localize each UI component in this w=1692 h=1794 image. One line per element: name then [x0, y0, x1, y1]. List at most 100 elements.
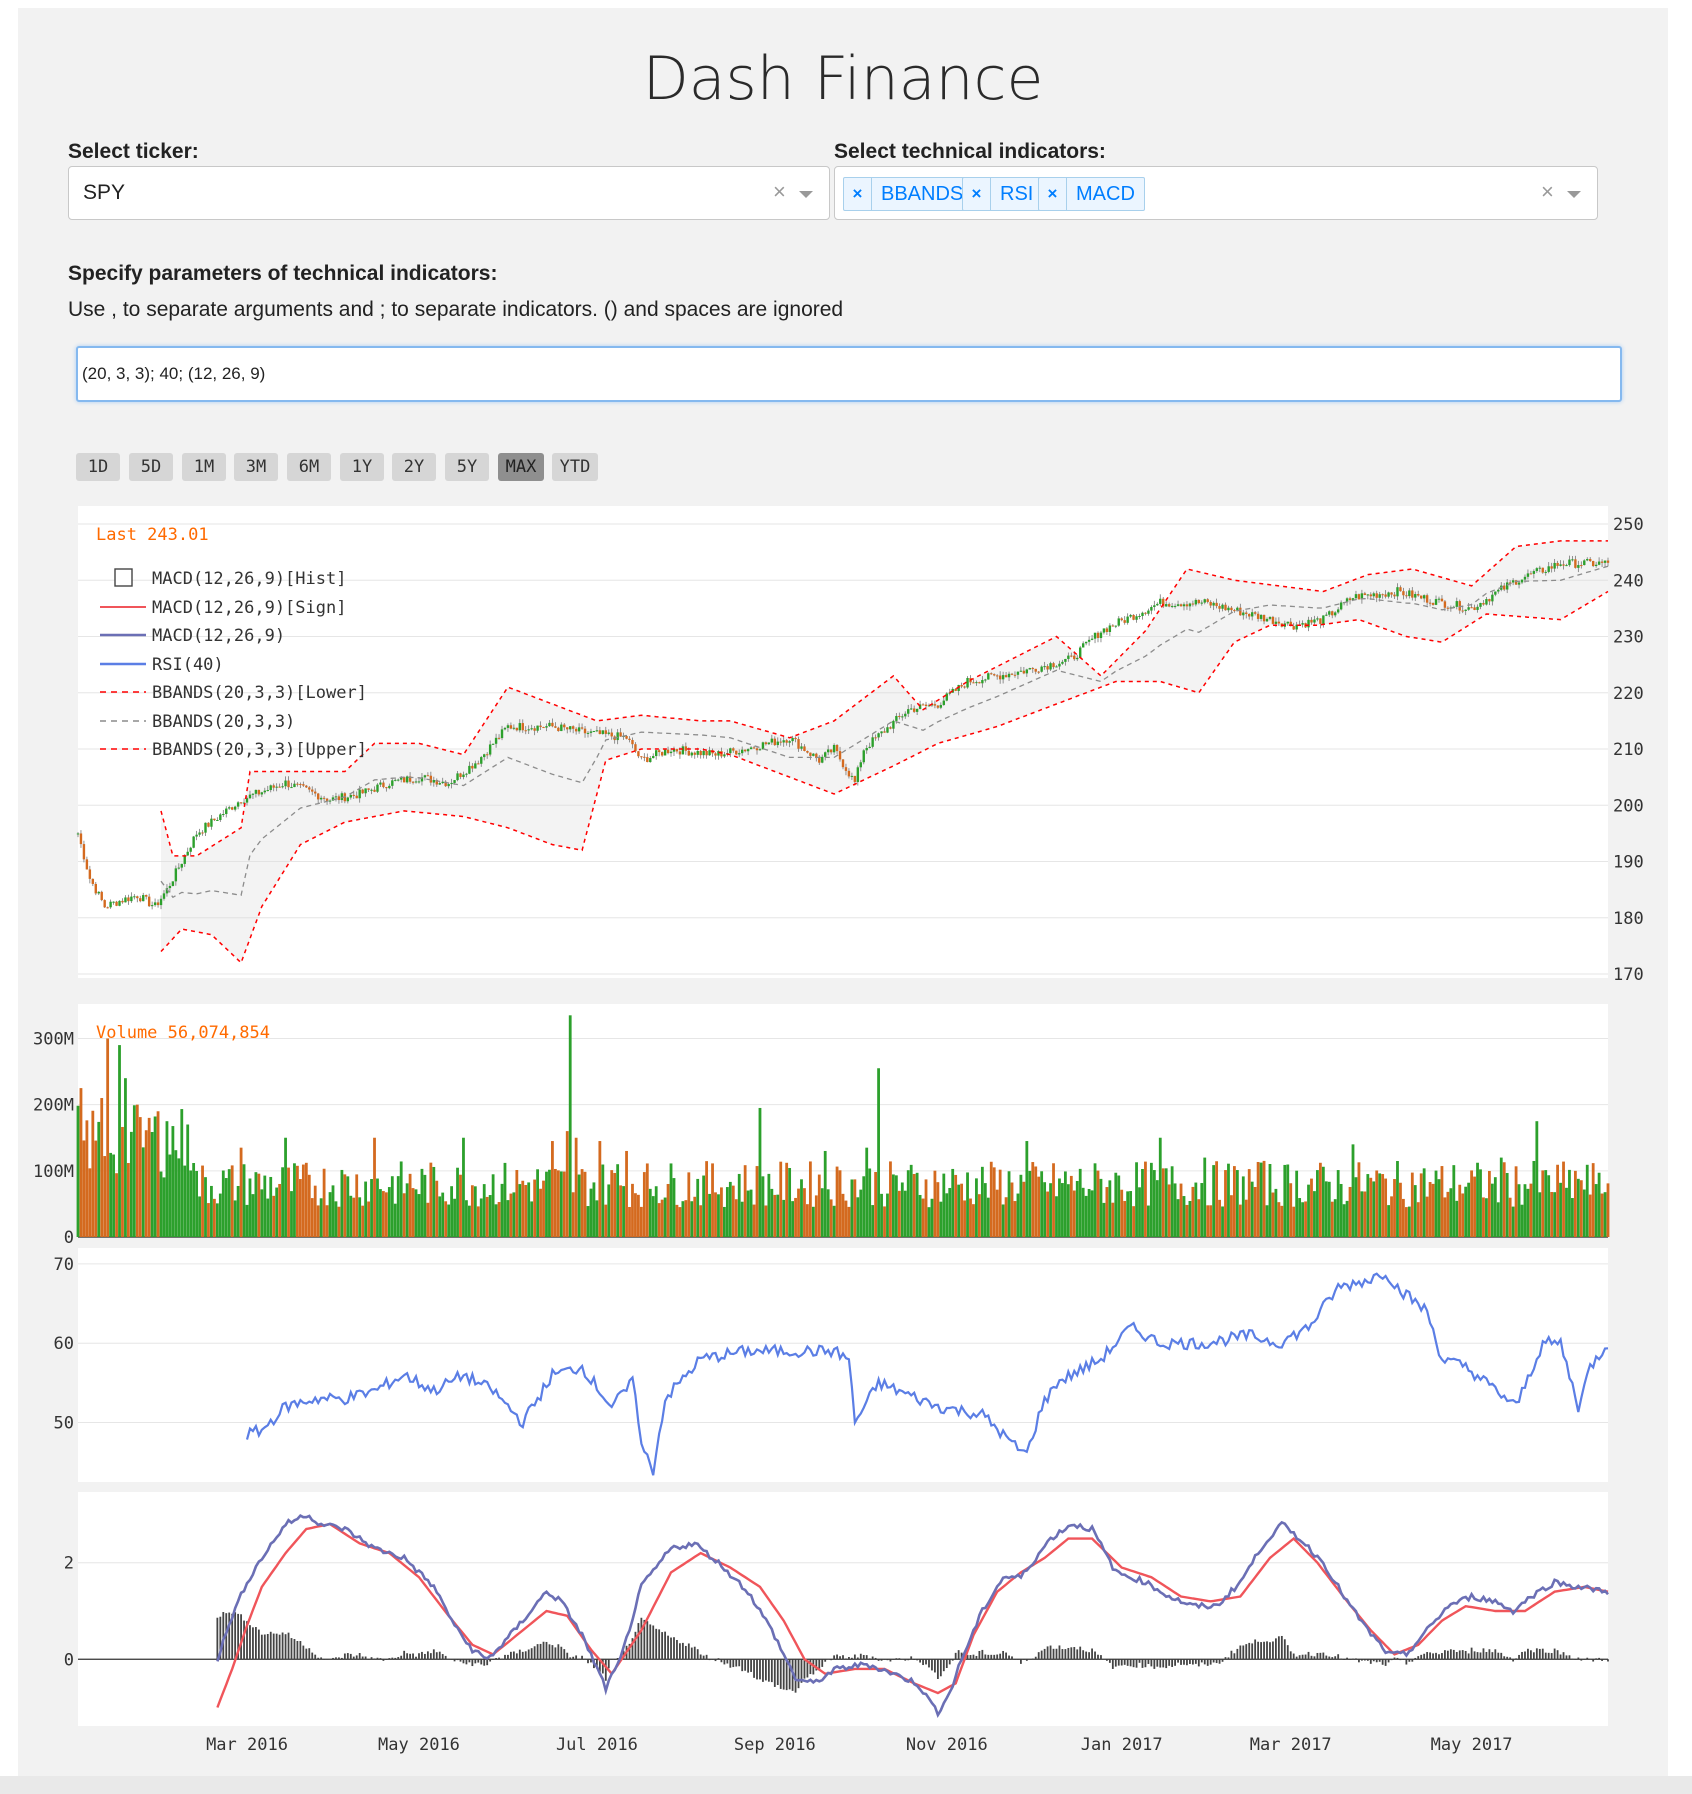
chevron-down-icon[interactable]	[799, 191, 813, 198]
macd-hist-bar	[984, 1654, 987, 1660]
range-button-max[interactable]: MAX	[498, 453, 544, 481]
candle-body	[868, 746, 871, 748]
volume-bar	[272, 1195, 276, 1237]
volume-bar	[782, 1199, 786, 1237]
candle-body	[139, 898, 142, 902]
volume-bar	[948, 1187, 952, 1237]
macd-hist-bar	[1292, 1653, 1295, 1660]
range-button-1d[interactable]: 1D	[76, 453, 120, 481]
candle-body	[373, 789, 376, 792]
legend-item[interactable]: BBANDS(20,3,3)[Lower]	[152, 683, 367, 703]
legend-hist-swatch[interactable]	[114, 568, 133, 587]
volume-bar	[453, 1198, 456, 1237]
macd-hist-bar	[1452, 1649, 1455, 1660]
candle-body	[895, 715, 898, 721]
range-button-5d[interactable]: 5D	[129, 453, 173, 481]
range-button-1y[interactable]: 1Y	[340, 453, 384, 481]
macd-hist-bar	[249, 1625, 251, 1660]
candle-body	[1473, 607, 1476, 610]
clear-icon[interactable]: ×	[1541, 179, 1554, 204]
volume-bar	[1028, 1170, 1032, 1237]
range-button-6m[interactable]: 6M	[287, 453, 331, 481]
remove-tag-icon[interactable]: ×	[963, 178, 991, 210]
volume-bar	[1369, 1177, 1373, 1237]
volume-bar	[690, 1201, 694, 1237]
bottom-strip	[0, 1776, 1692, 1794]
candle-body	[1176, 604, 1180, 606]
macd-hist-bar	[1441, 1653, 1443, 1660]
ticker-dropdown[interactable]: SPY ×	[68, 166, 830, 220]
volume-bar	[485, 1196, 489, 1237]
candle-body	[708, 750, 711, 756]
volume-bar	[1090, 1190, 1094, 1237]
candle-body	[1001, 675, 1005, 680]
macd-hist-bar	[610, 1659, 613, 1660]
candle-body	[233, 806, 237, 810]
legend-item[interactable]: RSI(40)	[152, 655, 224, 675]
candle-body	[560, 724, 563, 732]
volume-bar	[266, 1198, 270, 1237]
candle-body	[506, 725, 510, 728]
volume-bar	[1496, 1202, 1500, 1237]
candle-body	[364, 788, 367, 794]
candle-body	[1372, 593, 1375, 597]
macd-hist-bar	[391, 1657, 394, 1660]
macd-hist-bar	[269, 1631, 272, 1660]
candle-body	[444, 781, 447, 787]
volume-bar	[583, 1171, 587, 1237]
candle-body	[483, 754, 486, 758]
volume-bar	[921, 1198, 925, 1237]
candle-body	[1594, 564, 1598, 566]
macd-hist-bar	[1135, 1659, 1138, 1668]
macd-hist-bar	[477, 1659, 480, 1663]
legend-item[interactable]: MACD(12,26,9)	[152, 626, 285, 646]
remove-tag-icon[interactable]: ×	[1039, 178, 1067, 210]
volume-bar	[1493, 1177, 1497, 1237]
candle-body	[515, 727, 519, 731]
macd-hist-bar	[628, 1643, 631, 1660]
remove-tag-icon[interactable]: ×	[844, 178, 872, 210]
volume-bar	[198, 1196, 201, 1237]
volume-bar	[408, 1173, 412, 1237]
volume-bar	[153, 1116, 157, 1237]
macd-hist-bar	[1076, 1649, 1079, 1660]
candle-body	[1209, 601, 1212, 606]
range-button-ytd[interactable]: YTD	[552, 453, 598, 481]
params-input[interactable]	[76, 346, 1622, 402]
clear-icon[interactable]: ×	[773, 179, 786, 204]
legend-item[interactable]: MACD(12,26,9)[Hist]	[152, 569, 346, 589]
range-button-5y[interactable]: 5Y	[445, 453, 489, 481]
candle-body	[764, 742, 768, 745]
indicators-dropdown[interactable]: × BBANDS × RSI × MACD ×	[834, 166, 1598, 220]
chevron-down-icon[interactable]	[1567, 191, 1581, 198]
macd-hist-bar	[388, 1658, 391, 1660]
rsi-tick-label: 70	[54, 1255, 74, 1275]
candle-body	[551, 722, 554, 727]
candle-body	[225, 808, 228, 815]
candle-body	[717, 751, 720, 756]
volume-bar	[542, 1180, 545, 1237]
range-button-2y[interactable]: 2Y	[392, 453, 436, 481]
legend-item[interactable]: MACD(12,26,9)[Sign]	[152, 598, 346, 618]
macd-hist-bar	[859, 1653, 862, 1660]
macd-hist-bar	[1467, 1653, 1470, 1660]
macd-hist-bar	[818, 1659, 821, 1670]
candle-body	[1289, 621, 1292, 627]
volume-bar	[1111, 1202, 1115, 1237]
macd-hist-bar	[770, 1659, 773, 1683]
legend-item[interactable]: BBANDS(20,3,3)	[152, 712, 295, 732]
macd-hist-bar	[705, 1654, 708, 1660]
volume-bar	[293, 1163, 296, 1237]
volume-bar	[411, 1188, 415, 1237]
candle-body	[649, 758, 652, 763]
candle-body	[1286, 621, 1289, 624]
legend: MACD(12,26,9)[Hist] MACD(12,26,9)[Sign] …	[100, 568, 367, 760]
macd-hist-bar	[821, 1659, 824, 1667]
legend-item[interactable]: BBANDS(20,3,3)[Upper]	[152, 740, 367, 760]
candle-body	[586, 732, 590, 734]
range-button-1m[interactable]: 1M	[182, 453, 226, 481]
candle-body	[1096, 632, 1100, 639]
volume-bar	[1576, 1178, 1580, 1237]
range-button-3m[interactable]: 3M	[234, 453, 278, 481]
volume-bar	[1081, 1187, 1085, 1237]
